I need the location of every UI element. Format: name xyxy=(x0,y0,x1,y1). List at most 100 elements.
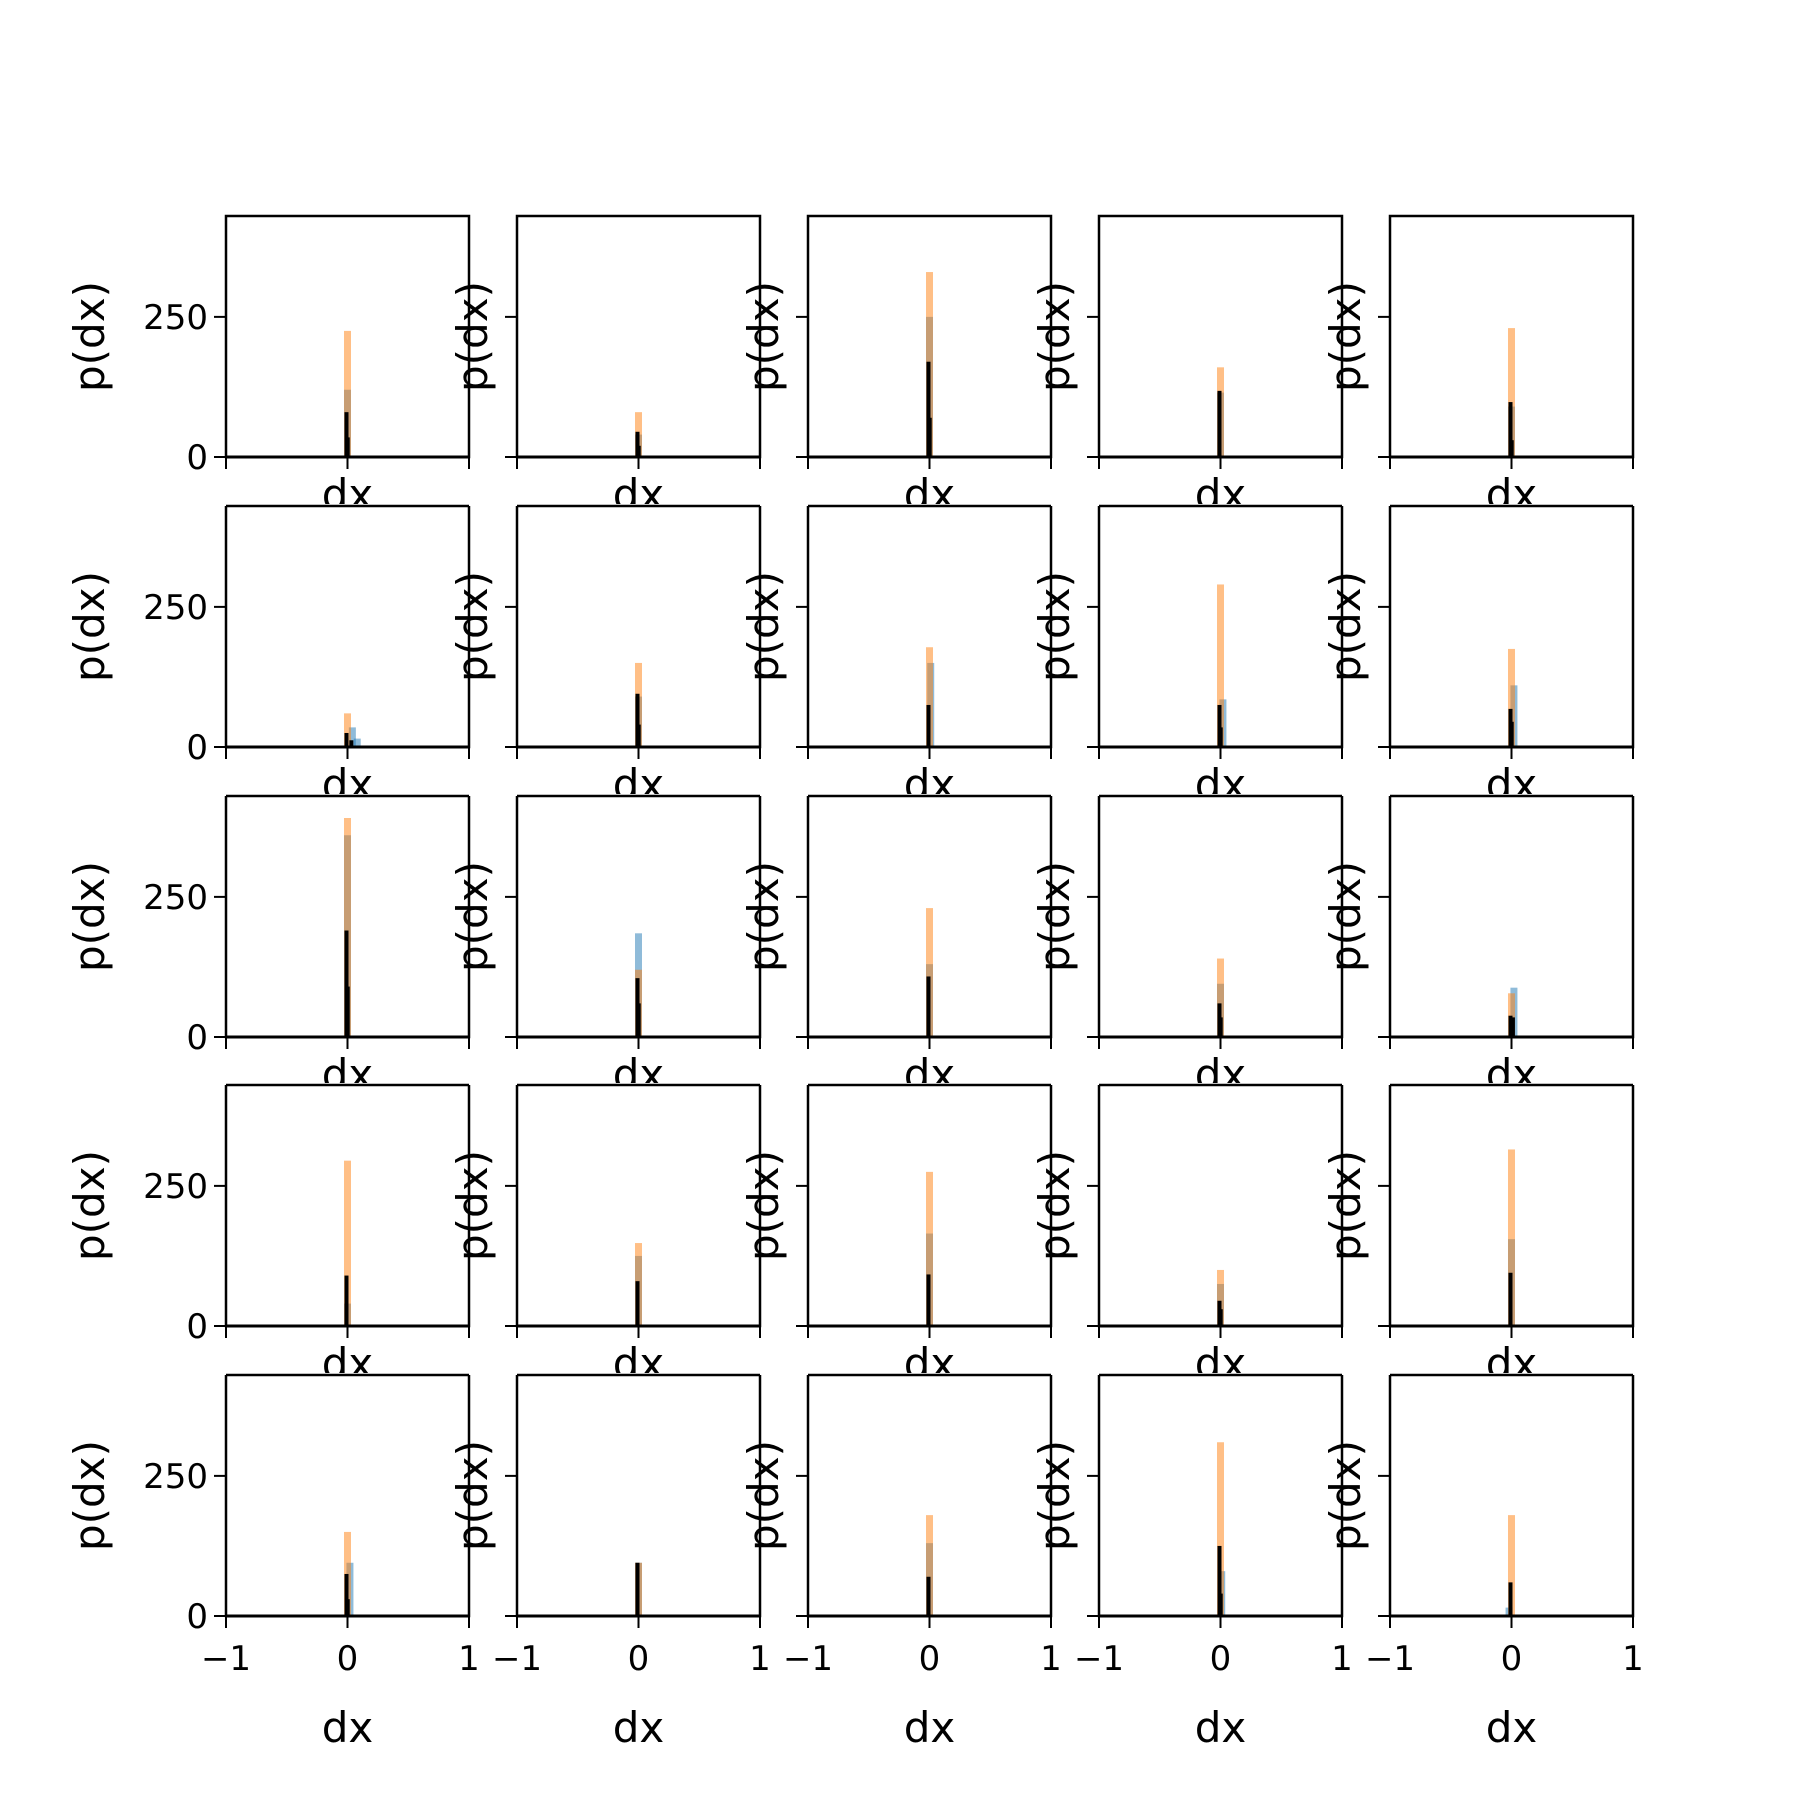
series-c-bar xyxy=(344,1275,349,1326)
series-b-bar xyxy=(926,1171,933,1326)
panel-top-cover xyxy=(224,1083,471,1107)
x-tick-label: 1 xyxy=(1040,1639,1062,1679)
series-c-bar xyxy=(344,1573,349,1616)
panel-top-cover xyxy=(515,1083,762,1107)
x-tick-label: 0 xyxy=(1210,1639,1232,1679)
series-a-bar xyxy=(353,738,361,747)
series-b-bar xyxy=(1508,1515,1515,1616)
y-axis-label: p(dx) xyxy=(65,281,114,392)
x-tick-label: −1 xyxy=(1365,1639,1415,1679)
y-axis-label: p(dx) xyxy=(65,861,114,972)
series-c-bar xyxy=(1218,727,1223,747)
y-axis-label: p(dx) xyxy=(448,1440,497,1551)
x-tick-label: 1 xyxy=(458,1639,480,1679)
y-tick-label: 250 xyxy=(143,588,208,628)
panel-r4-c2: dxp(dx) xyxy=(448,1083,762,1388)
series-c-bar xyxy=(636,724,641,747)
series-c-bar xyxy=(926,704,931,747)
panel-top-cover xyxy=(1388,1373,1635,1397)
series-c-bar xyxy=(1508,402,1513,457)
y-axis-label: p(dx) xyxy=(1030,1150,1079,1261)
series-b-bar xyxy=(1217,584,1224,747)
series-c-bar xyxy=(1508,1015,1513,1037)
series-b-bar xyxy=(1508,993,1515,1037)
series-c-bar xyxy=(1510,1017,1515,1037)
series-c-bar xyxy=(1217,704,1222,747)
series-b-bar xyxy=(344,330,351,457)
series-c-bar xyxy=(344,412,349,457)
series-b-bar xyxy=(344,810,351,1037)
x-tick-label: 0 xyxy=(1501,1639,1523,1679)
y-tick-label: 250 xyxy=(143,1167,208,1207)
panel-r5-c4: −1 0 1 dx p(dx) xyxy=(1030,1373,1353,1752)
x-axis-label: dx xyxy=(1195,1703,1247,1752)
series-b-bar xyxy=(926,647,933,747)
series-b-bar xyxy=(1217,1269,1224,1326)
series-b-bar xyxy=(344,1160,351,1326)
panel-top-cover xyxy=(806,1373,1053,1397)
series-c-bar xyxy=(1218,1017,1223,1037)
series-c-bar xyxy=(635,1281,640,1326)
series-c-bar xyxy=(349,740,354,747)
y-axis-label: p(dx) xyxy=(739,1150,788,1261)
series-c-bar xyxy=(1218,1309,1223,1326)
x-axis-label: dx xyxy=(904,1703,956,1752)
y-axis-label: p(dx) xyxy=(1030,861,1079,972)
y-axis-label: p(dx) xyxy=(1321,861,1370,972)
y-tick-label: 250 xyxy=(143,878,208,918)
y-axis-label: p(dx) xyxy=(1030,1440,1079,1551)
series-c-bar xyxy=(344,930,349,1037)
y-axis-label: p(dx) xyxy=(739,1440,788,1551)
series-b-bar xyxy=(1508,1149,1515,1326)
panel-r5-c5: −1 0 1 dx p(dx) xyxy=(1321,1373,1644,1752)
y-tick-label: 0 xyxy=(186,438,208,478)
x-tick-label: 0 xyxy=(337,1639,359,1679)
y-axis-label: p(dx) xyxy=(448,861,497,972)
x-axis-label: dx xyxy=(322,1703,374,1752)
y-axis-label: p(dx) xyxy=(1030,281,1079,392)
y-tick-label: 250 xyxy=(143,298,208,338)
panel-top-cover xyxy=(224,504,471,528)
series-a-bar xyxy=(348,727,356,747)
series-c-bar xyxy=(635,693,640,747)
series-b-bar xyxy=(1217,1442,1224,1616)
series-c-bar xyxy=(1217,390,1222,457)
series-c-bar xyxy=(1509,721,1514,747)
y-axis-label: p(dx) xyxy=(1321,281,1370,392)
y-tick-label: 0 xyxy=(186,1597,208,1637)
series-b-bar xyxy=(1508,328,1515,457)
x-tick-label: −1 xyxy=(201,1639,251,1679)
panel-r1-c3: dxp(dx) xyxy=(739,214,1053,519)
series-b-bar xyxy=(926,908,933,1037)
y-axis-label: p(dx) xyxy=(448,1150,497,1261)
y-tick-label: 0 xyxy=(186,1018,208,1058)
series-c-bar xyxy=(635,1562,640,1616)
panel-top-cover xyxy=(224,794,471,818)
y-axis-label: p(dx) xyxy=(739,281,788,392)
x-tick-label: −1 xyxy=(783,1639,833,1679)
series-c-bar xyxy=(1508,1582,1513,1616)
panel-top-cover xyxy=(1097,1083,1344,1107)
series-c-bar xyxy=(345,1599,350,1616)
y-axis-label: p(dx) xyxy=(448,281,497,392)
panel-top-cover xyxy=(224,1373,471,1397)
series-b-bar xyxy=(926,1515,933,1616)
series-c-bar xyxy=(1509,440,1514,457)
panels-layer: 0250dxp(dx)dxp(dx)dxp(dx)dxp(dx)dxp(dx)0… xyxy=(65,214,1644,1752)
panel-top-cover xyxy=(806,1083,1053,1107)
x-tick-label: −1 xyxy=(492,1639,542,1679)
y-axis-label: p(dx) xyxy=(1321,1150,1370,1261)
y-axis-label: p(dx) xyxy=(448,571,497,682)
series-c-bar xyxy=(635,431,640,457)
panel-top-cover xyxy=(515,504,762,528)
y-axis-label: p(dx) xyxy=(1321,571,1370,682)
x-tick-label: 1 xyxy=(749,1639,771,1679)
panel-r3-c5: dxp(dx) xyxy=(1321,794,1635,1099)
series-c-bar xyxy=(345,986,350,1037)
x-tick-label: 0 xyxy=(628,1639,650,1679)
